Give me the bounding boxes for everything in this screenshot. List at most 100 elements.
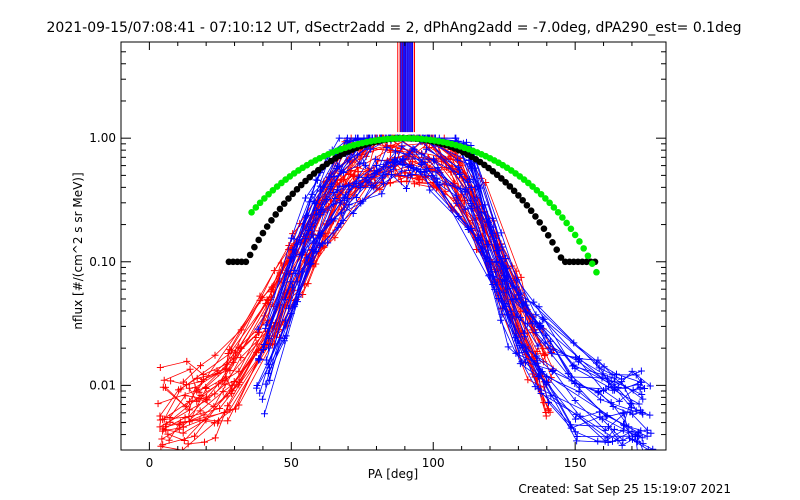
red-data-point	[193, 374, 201, 382]
red-data-point	[252, 333, 260, 341]
red-data-point	[213, 367, 221, 375]
blue-data-point	[484, 246, 492, 254]
red-data-point	[214, 419, 222, 427]
blue-data-point	[434, 164, 442, 172]
blue-data-point	[575, 388, 583, 396]
blue-data-point	[396, 157, 404, 165]
green-model-point	[567, 225, 575, 233]
blue-data-point	[571, 397, 579, 405]
red-data-point	[184, 440, 192, 448]
blue-data-point	[533, 357, 541, 365]
black-model-point	[272, 211, 280, 218]
blue-data-point	[534, 342, 542, 350]
blue-data-point	[608, 371, 616, 379]
blue-data-point	[512, 349, 520, 357]
red-data-point	[185, 418, 193, 426]
red-data-point	[524, 376, 532, 384]
blue-data-point	[497, 229, 505, 237]
red-data-point	[226, 367, 234, 375]
blue-data-point	[303, 254, 311, 262]
blue-data-point	[571, 364, 579, 372]
red-data-point	[304, 280, 312, 288]
blue-data-point	[598, 374, 606, 382]
blue-data-point	[570, 339, 578, 347]
green-model-point	[537, 190, 545, 198]
blue-data-point	[316, 242, 324, 250]
blue-data-point	[372, 155, 380, 163]
blue-data-point	[599, 370, 607, 378]
blue-data-point	[609, 402, 617, 410]
red-data-point	[258, 294, 266, 302]
blue-data-point	[646, 382, 654, 390]
red-data-point	[211, 434, 219, 442]
blue-data-point	[546, 345, 554, 353]
black-model-point	[506, 183, 514, 190]
blue-series-line	[300, 137, 641, 402]
blue-data-point	[595, 388, 603, 396]
blue-data-point	[643, 426, 651, 434]
blue-data-point	[464, 178, 472, 186]
blue-data-point	[508, 296, 516, 304]
blue-data-point	[409, 165, 417, 173]
black-model-point	[493, 171, 501, 179]
blue-data-point	[324, 239, 332, 247]
black-model-point	[515, 192, 522, 199]
blue-data-point	[363, 177, 371, 185]
blue-data-point	[331, 215, 339, 223]
blue-data-point	[289, 283, 297, 291]
red-data-point	[415, 179, 423, 187]
blue-series-line	[267, 162, 653, 450]
red-data-point	[386, 178, 394, 186]
red-series-line	[169, 158, 549, 426]
red-data-point	[517, 308, 525, 316]
black-model-point	[502, 179, 509, 186]
blue-data-point	[597, 396, 605, 404]
blue-data-point	[501, 300, 509, 308]
black-model-point	[259, 229, 267, 237]
blue-data-point	[345, 201, 353, 209]
red-data-point	[349, 173, 357, 181]
blue-data-point	[312, 176, 320, 184]
red-data-point	[276, 269, 284, 277]
blue-data-point	[320, 183, 328, 191]
green-model-point	[533, 186, 541, 194]
red-data-point	[203, 393, 211, 401]
blue-series-line	[288, 145, 644, 444]
blue-data-point	[345, 182, 353, 190]
blue-data-point	[575, 358, 583, 366]
blue-data-point	[343, 134, 351, 142]
blue-data-point	[564, 370, 572, 378]
blue-data-point	[421, 158, 429, 166]
data-layer	[154, 42, 657, 450]
plot-area: 0 50 100 150 0.01 0.10 1.00	[89, 41, 667, 470]
blue-data-point	[478, 245, 486, 253]
blue-data-point	[299, 248, 307, 256]
red-data-point	[185, 384, 193, 392]
red-data-point	[253, 348, 261, 356]
red-data-point	[237, 326, 245, 334]
blue-data-point	[328, 216, 336, 224]
x-axis-label: PA [deg]	[368, 467, 418, 481]
blue-data-point	[404, 172, 412, 180]
red-data-point	[156, 364, 164, 372]
blue-data-point	[571, 428, 579, 436]
green-model-point	[576, 238, 583, 245]
red-data-point	[164, 430, 172, 438]
y-tick-label: 0.10	[89, 255, 116, 269]
red-data-point	[264, 299, 272, 307]
x-tick-label: 50	[284, 456, 299, 470]
blue-data-point	[646, 411, 654, 419]
black-model-point	[510, 187, 518, 195]
red-data-point	[167, 377, 175, 385]
blue-data-point	[546, 337, 554, 345]
blue-data-point	[260, 410, 268, 418]
blue-data-point	[520, 329, 528, 337]
blue-data-point	[632, 371, 640, 379]
red-data-point	[154, 400, 162, 408]
blue-data-point	[332, 165, 340, 173]
blue-data-point	[284, 304, 292, 312]
red-data-point	[159, 383, 167, 391]
blue-data-point	[308, 190, 316, 198]
blue-data-point	[595, 364, 603, 372]
blue-data-point	[454, 163, 462, 171]
